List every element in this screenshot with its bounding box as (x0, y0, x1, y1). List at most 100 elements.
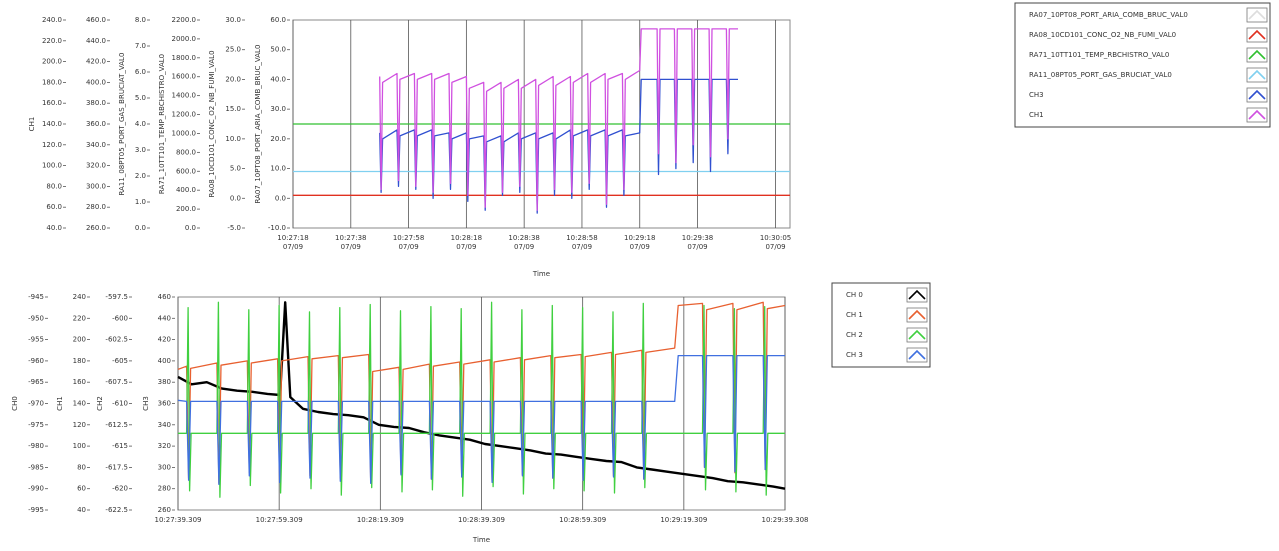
x-tick-label: 10:28:58 07/09 (566, 234, 598, 251)
y-tick-label: -597.5 (105, 293, 128, 301)
y-tick-label: -990 (28, 485, 44, 493)
y-tick-label: 7.0 (135, 42, 146, 50)
legend-box (1014, 2, 1271, 128)
y-tick-label: 260.0 (86, 224, 106, 232)
y-tick-label: 8.0 (135, 16, 146, 24)
y-tick-label: 280.0 (86, 203, 106, 211)
y-tick-label: -945 (28, 293, 44, 301)
y-tick-label: 3.0 (135, 146, 146, 154)
y-tick-label: 160 (73, 378, 86, 386)
y-tick-label: -5.0 (227, 224, 241, 232)
legend-label: RA08_10CD101_CONC_O2_NB_FUMI_VAL0 (1029, 31, 1176, 39)
y-tick-label: 340.0 (86, 141, 106, 149)
y-tick-label: 180 (73, 357, 86, 365)
y-tick-label: 360.0 (86, 120, 106, 128)
y-tick-label: 2000.0 (172, 35, 197, 43)
legend-swatch (1246, 27, 1268, 43)
y-tick-label: 10.0 (270, 165, 286, 173)
y-tick-label: -617.5 (105, 463, 128, 471)
y-tick-label: 0.0 (185, 224, 196, 232)
legend-label: RA11_08PT05_PORT_GAS_BRUCIAT_VAL0 (1029, 71, 1172, 79)
legend-swatch (906, 287, 928, 303)
legend-line (1248, 89, 1266, 100)
y-tick-label: 10.0 (225, 135, 241, 143)
x-tick-label: 10:27:39.309 (154, 516, 202, 524)
y-tick-label: 800.0 (176, 148, 196, 156)
series-line (177, 354, 785, 486)
legend-label: RA07_10PT08_PORT_ARIA_COMB_BRUC_VAL0 (1029, 11, 1188, 19)
legend-line (1248, 9, 1266, 20)
x-tick-label: 10:27:58 07/09 (392, 234, 425, 251)
y-tick-label: 1.0 (135, 198, 146, 206)
y-tick-label: 20.0 (225, 75, 241, 83)
x-tick-label: 10:29:39.308 (761, 516, 809, 524)
legend-line (1248, 29, 1266, 40)
y-tick-label: 400.0 (86, 78, 106, 86)
legend-label: CH 2 (846, 331, 863, 339)
series-line (379, 28, 738, 211)
y-tick-label: 320 (158, 442, 171, 450)
y-tick-label: 2200.0 (172, 16, 197, 24)
y-tick-label: 600.0 (176, 167, 196, 175)
y-tick-label: 5.0 (135, 94, 146, 102)
y-tick-label: 25.0 (225, 46, 241, 54)
y-tick-label: 5.0 (230, 165, 241, 173)
x-tick-label: 10:29:38 07/09 (681, 234, 714, 251)
legend-label: CH1 (1029, 111, 1044, 119)
y-tick-label: 60.0 (270, 16, 286, 24)
series-line (177, 301, 786, 485)
legend-swatch (906, 307, 928, 323)
x-axis-label: Time (532, 270, 550, 278)
y-tick-label: 220.0 (42, 37, 62, 45)
y-tick-label: -10.0 (268, 224, 286, 232)
y-tick-label: 100.0 (42, 162, 62, 170)
y-tick-label: 360 (158, 400, 171, 408)
legend-line (1248, 109, 1266, 120)
y-tick-label: 300 (158, 463, 171, 471)
y-tick-label: 80 (77, 463, 86, 471)
y-tick-label: -965 (28, 378, 44, 386)
y-tick-label: 1000.0 (172, 129, 197, 137)
y-tick-label: 60.0 (46, 203, 62, 211)
y-tick-label: 0.0 (275, 194, 286, 202)
y-tick-label: 460 (158, 293, 171, 301)
x-tick-label: 10:27:18 07/09 (277, 234, 309, 251)
y-tick-label: 400 (158, 357, 171, 365)
y-axis-label: CH1 (28, 117, 36, 132)
y-tick-label: -610 (112, 400, 128, 408)
y-tick-label: 420.0 (86, 58, 106, 66)
y-tick-label: 240.0 (42, 16, 62, 24)
y-tick-label: 460.0 (86, 16, 106, 24)
y-tick-label: 420 (158, 336, 171, 344)
y-tick-label: -615 (112, 442, 128, 450)
x-tick-label: 10:28:39.309 (457, 516, 506, 524)
y-tick-label: 50.0 (270, 46, 286, 54)
legend-swatch (1246, 87, 1268, 103)
y-tick-label: 40.0 (270, 75, 286, 83)
y-tick-label: 30.0 (225, 16, 241, 24)
y-tick-label: 200 (73, 336, 86, 344)
legend-label: CH 3 (846, 351, 863, 359)
y-tick-label: 120 (73, 421, 86, 429)
x-axis-label: Time (472, 536, 490, 544)
legend-swatch (1246, 67, 1268, 83)
y-tick-label: 160.0 (42, 99, 62, 107)
y-axis-label: CH2 (96, 396, 104, 411)
y-axis-label: RA08_10CD101_CONC_O2_NB_FUMI_VAL0 (208, 50, 216, 197)
y-tick-label: 0.0 (230, 194, 241, 202)
y-tick-label: -970 (28, 400, 44, 408)
legend-line (908, 309, 926, 320)
y-tick-label: 0.0 (135, 224, 146, 232)
y-tick-label: 440 (158, 314, 171, 322)
x-tick-label: 10:27:38 07/09 (335, 234, 367, 251)
x-tick-label: 10:29:19.309 (660, 516, 708, 524)
y-tick-label: 40.0 (46, 224, 62, 232)
y-tick-label: -975 (28, 421, 44, 429)
y-tick-label: 340 (158, 421, 171, 429)
y-tick-label: 120.0 (42, 141, 62, 149)
y-tick-label: -955 (28, 336, 44, 344)
y-tick-label: 15.0 (225, 105, 241, 113)
x-tick-label: 10:29:18 07/09 (624, 234, 656, 251)
